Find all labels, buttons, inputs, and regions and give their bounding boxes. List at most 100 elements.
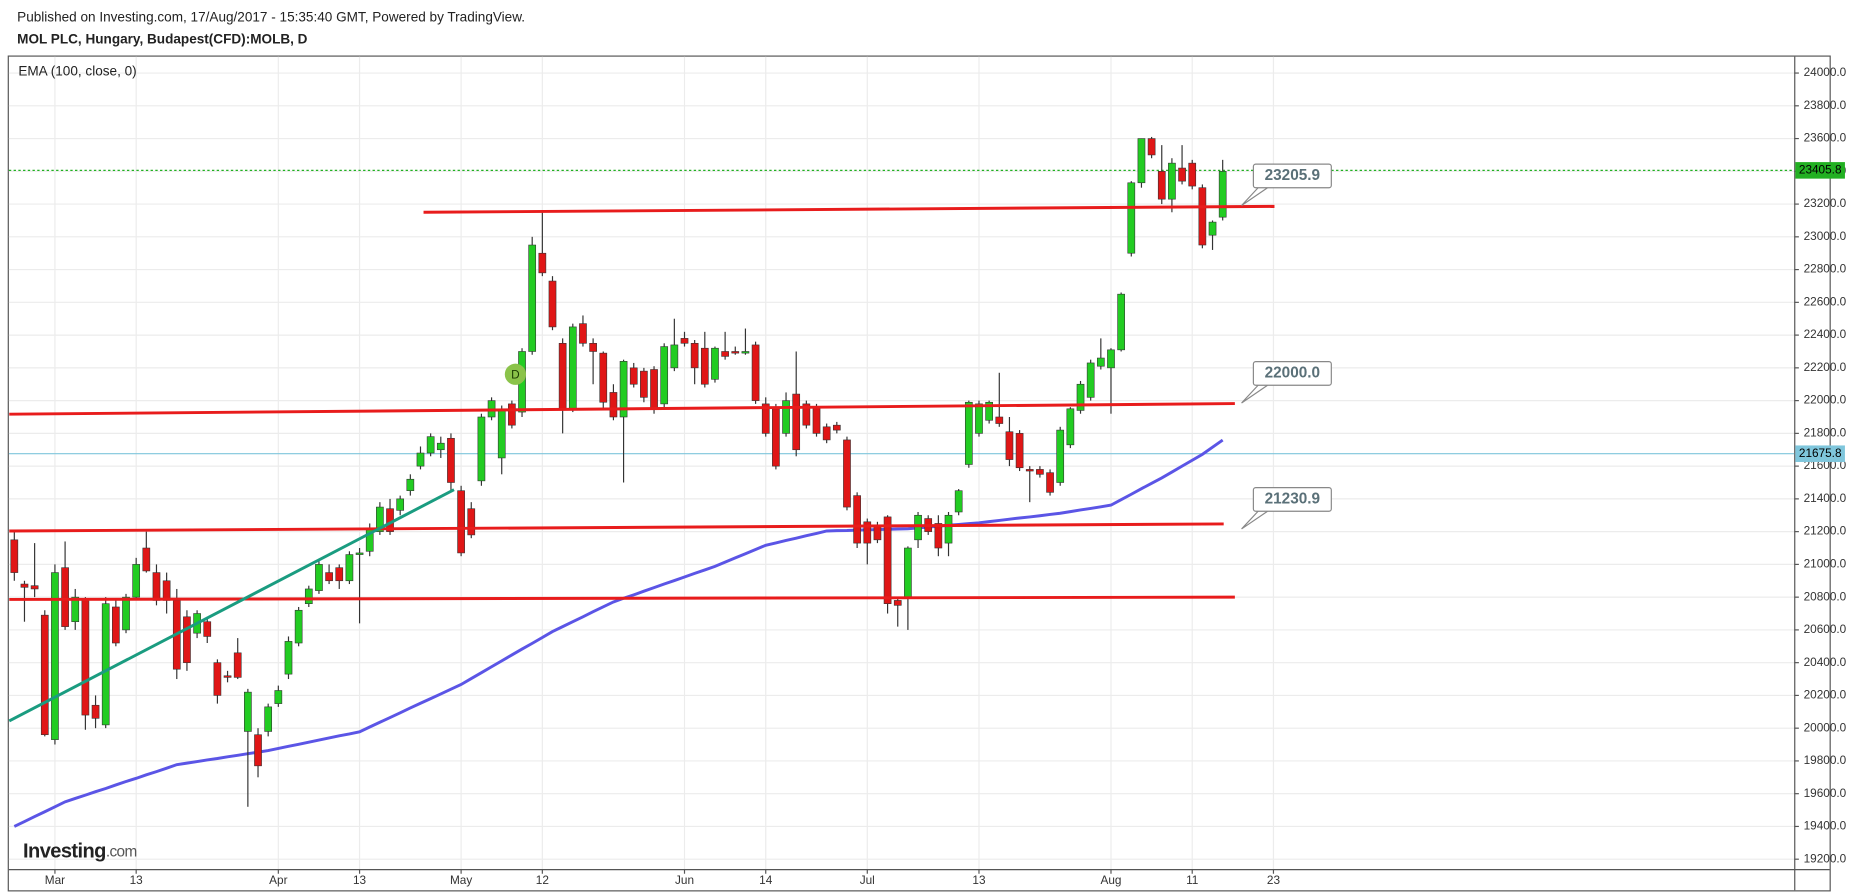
candle-body: [528, 244, 537, 352]
candle-body: [1096, 357, 1105, 367]
y-tick-label: 23200.0: [1804, 196, 1847, 210]
candle-body: [873, 526, 882, 541]
candle-body: [20, 583, 29, 588]
chart-subtitle: Published on Investing.com, 17/Aug/2017 …: [17, 9, 525, 24]
y-tick-label: 21400.0: [1804, 491, 1847, 505]
candle-body: [731, 351, 740, 354]
price-tag-label: 21675.8: [1799, 446, 1842, 460]
callout-pointer: [1241, 384, 1268, 404]
candle-body: [1178, 167, 1186, 182]
x-tick-label: 13: [130, 873, 144, 887]
candle-body: [1036, 469, 1044, 475]
candle-body: [1076, 383, 1085, 411]
callout-label: 22000.0: [1265, 365, 1320, 382]
candle-body: [61, 567, 69, 627]
candle-body: [904, 547, 912, 598]
candle-body: [30, 585, 39, 590]
candle-body: [1198, 187, 1207, 246]
candle-body: [183, 616, 191, 663]
candle-body: [203, 621, 212, 637]
candle-body: [650, 369, 658, 410]
candle-body: [406, 478, 415, 491]
candle-body: [985, 401, 993, 421]
x-tick-label: Aug: [1100, 873, 1121, 887]
candle-body: [721, 351, 729, 357]
candle-body: [497, 408, 506, 459]
candle-body: [457, 490, 465, 554]
x-tick-label: Mar: [45, 873, 65, 887]
candle-body: [579, 323, 587, 344]
y-tick-label: 20400.0: [1804, 655, 1847, 669]
candle-body: [467, 508, 476, 536]
candle-body: [264, 706, 273, 732]
candle-body: [477, 416, 486, 482]
candle-body: [893, 600, 902, 606]
x-tick-label: 11: [1186, 873, 1198, 887]
candle-body: [944, 514, 953, 544]
candle-body: [122, 596, 130, 631]
y-tick-label: 21800.0: [1804, 425, 1847, 439]
candle-body: [152, 572, 161, 601]
price-tag: [1795, 162, 1845, 179]
trend-line: [8, 488, 455, 723]
chart-title: MOL PLC, Hungary, Budapest(CFD):MOLB, D: [17, 32, 308, 47]
candle-body: [112, 606, 120, 644]
candle-body: [964, 401, 973, 465]
dividend-marker-label: D: [511, 368, 520, 382]
logo: Investing.com: [23, 841, 137, 863]
candle-body: [244, 691, 252, 732]
trend-line: [9, 595, 1235, 601]
candle-body: [447, 437, 455, 483]
candle-body: [304, 588, 313, 604]
candle-body: [832, 424, 841, 431]
candle-body: [325, 572, 333, 582]
x-tick-label: 13: [353, 873, 367, 887]
callout-box: [1252, 163, 1332, 189]
y-tick-label: 19800.0: [1804, 753, 1847, 767]
x-tick-label: 23: [1267, 873, 1281, 887]
candle-body: [863, 521, 872, 544]
trend-line: [9, 522, 1224, 533]
candle-body: [700, 347, 709, 385]
candle-body: [640, 370, 648, 398]
candle-body: [1005, 431, 1014, 460]
plot: [8, 136, 1275, 828]
y-tick-label: 22200.0: [1804, 360, 1847, 374]
y-tick-label: 20200.0: [1804, 688, 1847, 702]
candle-body: [1117, 293, 1125, 351]
x-tick-label: 13: [972, 873, 986, 887]
y-tick-label: 22000.0: [1804, 393, 1847, 407]
trend-line: [423, 204, 1275, 214]
candle-body: [71, 596, 80, 623]
candle-body: [802, 403, 811, 426]
callout-box: [1252, 487, 1332, 512]
candle-body: [843, 439, 851, 508]
candle-body: [142, 547, 151, 572]
candle-body: [1137, 138, 1146, 184]
callout-label: 23205.9: [1265, 167, 1320, 184]
candle-body: [812, 406, 821, 434]
candle-body: [284, 641, 293, 675]
y-tick-label: 19200.0: [1804, 851, 1847, 865]
candle-body: [1157, 171, 1166, 200]
candle-body: [995, 416, 1004, 424]
candle-body: [1218, 171, 1227, 218]
grid: [8, 56, 1795, 870]
candle-body: [619, 361, 628, 418]
candle-body: [853, 495, 861, 544]
candle-body: [91, 704, 100, 719]
candle-body: [711, 347, 719, 380]
callout-box: [1252, 361, 1332, 386]
candle-body: [599, 352, 608, 403]
y-tick-label: 21200.0: [1804, 524, 1847, 538]
candle-body: [1025, 469, 1034, 472]
candle-body: [1107, 349, 1115, 369]
candle-body: [538, 252, 547, 274]
candle-body: [132, 564, 141, 598]
y-tick-label: 19400.0: [1804, 819, 1847, 833]
y-tick-label: 22600.0: [1804, 294, 1847, 308]
price-tag: [1795, 445, 1845, 462]
candle-body: [508, 403, 516, 426]
ema-line: [13, 438, 1224, 828]
